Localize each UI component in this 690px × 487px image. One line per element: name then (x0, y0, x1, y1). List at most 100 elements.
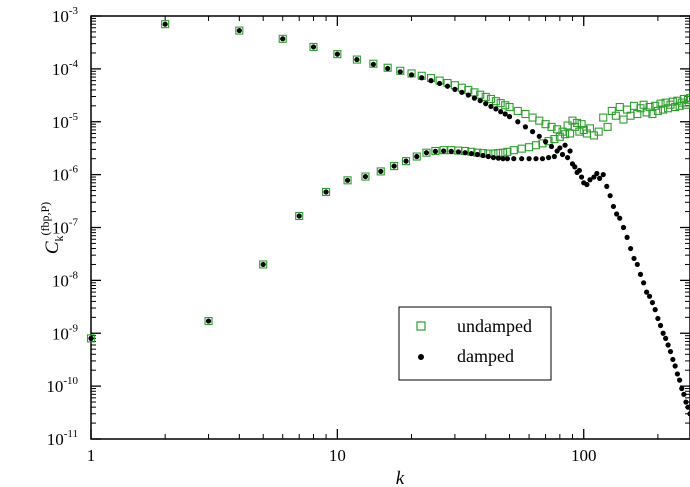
damped-point (628, 245, 634, 252)
damped-point (423, 150, 430, 156)
damped-point (483, 101, 489, 107)
undamped-point (611, 111, 620, 120)
undamped-point (343, 176, 352, 185)
y-tick-label: 10-3 (52, 5, 79, 26)
damped-point (455, 149, 462, 155)
damped-point (660, 330, 666, 336)
damped-point (526, 156, 532, 162)
damped-point (414, 153, 420, 160)
undamped-point (679, 94, 688, 103)
undamped-point (541, 120, 550, 129)
damped-point (620, 224, 627, 231)
undamped-point (566, 129, 575, 138)
undamped-point (486, 94, 495, 103)
undamped-point (86, 334, 96, 343)
plot-area (90, 15, 690, 440)
damped-point (539, 156, 546, 162)
damped-point (677, 377, 683, 383)
undamped-point (599, 113, 608, 122)
undamped-point (422, 148, 431, 157)
damped-point (444, 83, 451, 89)
undamped-point (651, 101, 660, 110)
y-tick-label: 10-11 (47, 428, 78, 449)
undamped-point (322, 187, 331, 197)
damped-point (542, 139, 549, 145)
damped-point (511, 156, 517, 162)
undamped-point (501, 101, 510, 110)
legend: undamped damped (398, 306, 552, 381)
damped-point (681, 391, 687, 397)
undamped-point (594, 127, 603, 136)
undamped-point (361, 172, 370, 181)
damped-point (452, 86, 458, 92)
y-axis-title: Ck(fbp,P) (38, 202, 66, 254)
damped-point (495, 155, 501, 161)
damped-point (687, 411, 690, 417)
y-axis-title-sup: (fbp,P) (38, 202, 52, 236)
legend-label-damped: damped (457, 346, 514, 366)
damped-point (448, 148, 454, 154)
damped-point (480, 152, 486, 159)
damped-point (280, 36, 286, 42)
damped-point (515, 119, 521, 125)
damped-point (397, 69, 403, 75)
damped-point (474, 151, 480, 158)
damped-point (506, 114, 513, 120)
undamped-point (668, 97, 677, 106)
damped-point (428, 78, 434, 84)
undamped-point (496, 99, 505, 108)
damped-point (468, 150, 475, 157)
damped-point (502, 111, 508, 117)
damped-point (385, 65, 391, 72)
y-tick-label: 10-9 (52, 322, 79, 343)
undamped-point (685, 94, 690, 103)
undamped-point (656, 99, 665, 108)
damped-point (498, 109, 504, 115)
damped-point (607, 193, 613, 199)
y-tick-label: 10-4 (52, 58, 79, 79)
damped-point (641, 280, 647, 286)
damped-point (162, 21, 168, 27)
damped-point (441, 148, 447, 154)
damped-point (559, 151, 566, 158)
damped-point (576, 167, 582, 174)
legend-box (398, 306, 552, 381)
series-layer (86, 20, 690, 417)
undamped-point (401, 157, 411, 166)
damped-point (674, 371, 680, 377)
damped-point (362, 173, 369, 180)
undamped-point (577, 120, 586, 129)
damped-point (323, 189, 329, 195)
undamped-point (558, 127, 567, 136)
undamped-point (376, 167, 385, 176)
x-tick-labels: 1 10 100 (87, 446, 597, 465)
y-axis-title-main: C (42, 241, 63, 254)
x-tick-label: 10 (329, 446, 346, 465)
damped-point (419, 75, 425, 81)
undamped-point (333, 50, 342, 59)
damped-point (637, 271, 644, 277)
damped-point (562, 142, 568, 148)
damped-point (665, 342, 671, 348)
damped-point (477, 98, 483, 104)
damped-point (485, 153, 491, 160)
undamped-point (671, 102, 680, 112)
undamped-point (513, 106, 522, 116)
damped-point (545, 154, 552, 161)
major-ticks (90, 15, 690, 440)
damped-point (344, 177, 351, 183)
undamped-point (161, 20, 170, 29)
y-tick-label: 10-6 (52, 164, 79, 185)
undamped-point (491, 97, 500, 106)
undamped-point (547, 122, 556, 131)
damped-point (432, 148, 439, 154)
undamped-point (383, 63, 392, 72)
damped-point (504, 156, 511, 162)
undamped-point (642, 108, 651, 117)
damped-point (591, 174, 597, 180)
undamped-point (204, 317, 213, 326)
damped-point (663, 335, 669, 341)
damped-point (88, 335, 94, 341)
undamped-point (278, 34, 287, 43)
damped-point (493, 106, 499, 112)
